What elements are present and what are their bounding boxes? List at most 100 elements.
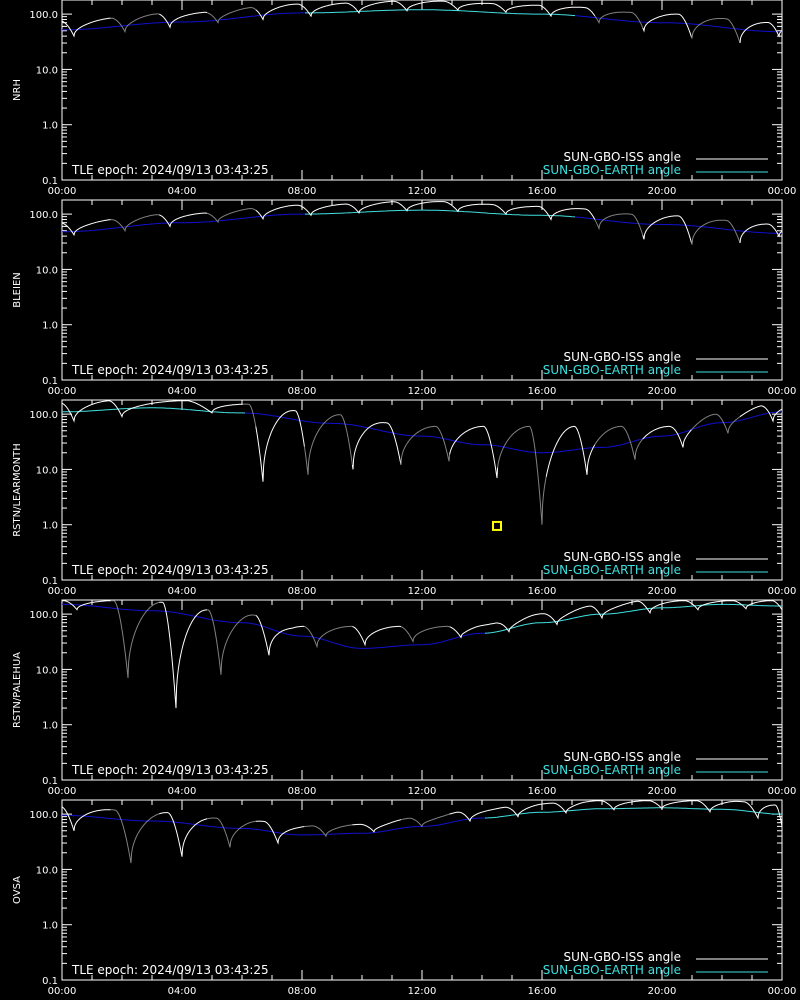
x-tick-label: 12:00 xyxy=(408,986,437,997)
x-tick-label: 08:00 xyxy=(288,586,317,597)
series-earth-line xyxy=(244,411,782,454)
legend-iss-label: SUN-GBO-ISS angle xyxy=(564,550,681,564)
series-earth-line xyxy=(305,209,576,218)
series-iss-line xyxy=(642,425,692,448)
x-tick-label: 08:00 xyxy=(288,386,317,397)
x-tick-label: 00:00 xyxy=(48,986,77,997)
series-iss-line xyxy=(691,413,741,434)
x-tick-label: 12:00 xyxy=(408,386,437,397)
station-label: BLEIEN xyxy=(12,272,23,308)
legend-iss-label: SUN-GBO-ISS angle xyxy=(564,350,681,364)
series-iss-line xyxy=(690,18,741,44)
y-tick-label: 100.0 xyxy=(29,10,58,21)
station-label: RSTN/PALEHUA xyxy=(12,652,23,728)
x-tick-label: 00:00 xyxy=(768,586,797,597)
series-iss-line xyxy=(351,422,402,470)
y-tick-label: 100.0 xyxy=(29,210,58,221)
y-tick-label: 10.0 xyxy=(36,265,58,276)
y-tick-label: 1.0 xyxy=(42,921,58,932)
series-iss-line xyxy=(594,425,644,460)
series-iss-line xyxy=(255,0,596,21)
y-tick-label: 0.1 xyxy=(42,976,58,987)
marker-min-angle xyxy=(492,520,502,531)
x-tick-label: 04:00 xyxy=(168,786,197,797)
tle-epoch-text: TLE epoch: 2024/09/13 03:43:25 xyxy=(71,963,269,977)
series-earth-line xyxy=(574,216,782,234)
series-iss-line xyxy=(110,600,160,679)
legend-earth-label: SUN-GBO-EARTH angle xyxy=(543,963,681,977)
series-iss-line xyxy=(62,219,111,237)
series-iss-line xyxy=(62,600,111,611)
series-iss-line xyxy=(739,405,782,423)
series-iss-line xyxy=(449,800,782,827)
series-iss-line xyxy=(159,601,208,709)
series-iss-line xyxy=(207,609,256,675)
series-iss-line xyxy=(739,223,782,244)
series-iss-line xyxy=(739,22,782,44)
series-earth-line xyxy=(484,807,782,819)
x-tick-label: 08:00 xyxy=(288,986,317,997)
legend-earth-label: SUN-GBO-EARTH angle xyxy=(543,163,681,177)
y-tick-label: 0.1 xyxy=(42,376,58,387)
x-tick-label: 20:00 xyxy=(648,586,677,597)
y-tick-label: 10.0 xyxy=(36,65,58,76)
legend-iss-label: SUN-GBO-ISS angle xyxy=(564,150,681,164)
series-iss-line xyxy=(594,213,644,236)
series-iss-line xyxy=(400,813,450,828)
x-tick-label: 16:00 xyxy=(528,986,557,997)
series-iss-line xyxy=(207,6,257,24)
series-earth-line xyxy=(574,15,782,33)
series-iss-line xyxy=(400,625,450,644)
x-tick-label: 20:00 xyxy=(648,186,677,197)
y-tick-label: 10.0 xyxy=(36,465,58,476)
station-label: NRH xyxy=(12,79,23,101)
station-label: RSTN/LEARMONTH xyxy=(12,443,23,537)
x-tick-label: 08:00 xyxy=(288,186,317,197)
series-iss-line xyxy=(594,11,644,29)
series-iss-line xyxy=(110,214,160,233)
x-tick-label: 16:00 xyxy=(528,786,557,797)
y-tick-label: 10.0 xyxy=(36,865,58,876)
series-iss-line xyxy=(352,625,402,647)
series-iss-line xyxy=(207,208,257,224)
tle-epoch-text: TLE epoch: 2024/09/13 03:43:25 xyxy=(71,363,269,377)
series-iss-line xyxy=(255,820,305,845)
x-tick-label: 00:00 xyxy=(768,986,797,997)
series-iss-line xyxy=(545,425,596,477)
series-earth-line xyxy=(484,603,782,634)
x-tick-label: 00:00 xyxy=(48,586,77,597)
x-tick-label: 12:00 xyxy=(408,786,437,797)
series-iss-line xyxy=(159,212,208,228)
series-iss-line xyxy=(62,400,243,423)
x-tick-label: 04:00 xyxy=(168,386,197,397)
panel-3: 0.1 1.0 10.0 100.0 00:00 04:00 08:00 12:00 16:00… xyxy=(12,599,796,797)
series-iss-line xyxy=(642,13,692,37)
x-tick-label: 16:00 xyxy=(528,386,557,397)
x-tick-label: 20:00 xyxy=(648,986,677,997)
x-tick-label: 12:00 xyxy=(408,186,437,197)
x-tick-label: 16:00 xyxy=(528,186,557,197)
series-iss-line xyxy=(303,414,353,475)
y-tick-label: 1.0 xyxy=(42,721,58,732)
series-iss-line xyxy=(159,11,208,29)
x-tick-label: 00:00 xyxy=(768,186,797,197)
series-iss-line xyxy=(62,17,111,38)
legend-earth-label: SUN-GBO-EARTH angle xyxy=(543,363,681,377)
series-iss-line xyxy=(207,817,256,848)
series-iss-line xyxy=(304,625,353,649)
series-iss-line xyxy=(304,824,353,838)
y-tick-label: 100.0 xyxy=(29,810,58,821)
tle-epoch-text: TLE epoch: 2024/09/13 03:43:25 xyxy=(71,163,269,177)
series-earth-line xyxy=(62,12,305,31)
panel-2: 0.1 1.0 10.0 100.0 00:00 04:00 08:00 12:00 16:00… xyxy=(12,399,797,597)
legend-iss-label: SUN-GBO-ISS angle xyxy=(564,950,681,964)
tle-epoch-text: TLE epoch: 2024/09/13 03:43:25 xyxy=(71,563,269,577)
y-tick-label: 0.1 xyxy=(42,576,58,587)
series-iss-line xyxy=(497,425,547,525)
y-tick-label: 10.0 xyxy=(36,665,58,676)
series-iss-line xyxy=(255,201,596,221)
x-tick-label: 00:00 xyxy=(48,386,77,397)
x-tick-label: 04:00 xyxy=(168,186,197,197)
x-tick-label: 00:00 xyxy=(48,786,77,797)
